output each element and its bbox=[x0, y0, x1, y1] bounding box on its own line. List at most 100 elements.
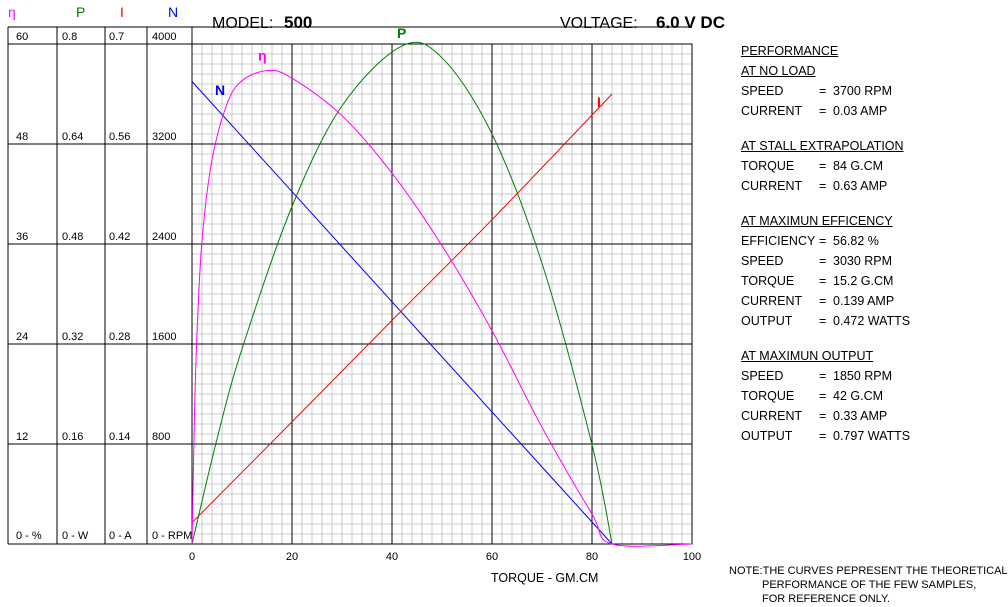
performance-key: CURRENT bbox=[741, 179, 803, 193]
performance-equals: = bbox=[819, 179, 827, 193]
performance-key: TORQUE bbox=[741, 159, 795, 173]
performance-value: 0.63 AMP bbox=[833, 179, 888, 193]
curves: N I Pη bbox=[191, 25, 693, 547]
scale-value: 4000 bbox=[152, 31, 177, 43]
performance-key: CURRENT bbox=[741, 104, 803, 118]
x-tick-label: 60 bbox=[486, 551, 498, 563]
scale-value: 0.16 bbox=[62, 431, 84, 443]
performance-equals: = bbox=[819, 274, 827, 288]
scale-value: 0 - W bbox=[62, 530, 89, 542]
scale-value: 12 bbox=[16, 431, 29, 443]
performance-key: OUTPUT bbox=[741, 314, 793, 328]
x-tick-label: 80 bbox=[586, 551, 598, 563]
performance-value: 56.82 % bbox=[833, 234, 879, 248]
performance-value: 3700 RPM bbox=[833, 84, 893, 98]
scale-value: 60 bbox=[16, 31, 29, 43]
curve-eta bbox=[191, 69, 693, 547]
performance-equals: = bbox=[819, 409, 827, 423]
performance-value: 0.03 AMP bbox=[833, 104, 888, 118]
performance-row: CURRENT = 0.03 AMP bbox=[741, 104, 887, 118]
performance-key: TORQUE bbox=[741, 389, 795, 403]
performance-row: TORQUE = 84 G.CM bbox=[741, 159, 883, 173]
performance-value: 0.139 AMP bbox=[833, 294, 895, 308]
performance-row: EFFICIENCY = 56.82 % bbox=[741, 234, 879, 248]
performance-row: TORQUE = 42 G.CM bbox=[741, 389, 883, 403]
performance-section-title: AT MAXIMUN OUTPUT bbox=[741, 349, 874, 363]
scale-header-p: P bbox=[76, 4, 86, 20]
performance-key: SPEED bbox=[741, 369, 784, 383]
scale-header-eta: η bbox=[8, 4, 16, 20]
performance-row: SPEED = 3030 RPM bbox=[741, 254, 892, 268]
performance-key: TORQUE bbox=[741, 274, 795, 288]
scale-value: 0.42 bbox=[109, 231, 131, 243]
performance-row: OUTPUT = 0.797 WATTS bbox=[741, 429, 910, 443]
performance-value: 15.2 G.CM bbox=[833, 274, 894, 288]
scale-value: 24 bbox=[16, 331, 29, 343]
curve-label-i: I bbox=[597, 94, 601, 110]
scale-value: 0.14 bbox=[109, 431, 131, 443]
performance-value: 3030 RPM bbox=[833, 254, 893, 268]
performance-row: TORQUE = 15.2 G.CM bbox=[741, 274, 893, 288]
plot-frame bbox=[191, 43, 693, 545]
performance-row: CURRENT = 0.63 AMP bbox=[741, 179, 887, 193]
performance-equals: = bbox=[819, 104, 827, 118]
performance-value: 1850 RPM bbox=[833, 369, 893, 383]
curve-label-p: P bbox=[397, 25, 406, 41]
x-axis-ticks: 0 20 40 60 80 100 bbox=[189, 551, 701, 563]
scale-value: 0.28 bbox=[109, 331, 131, 343]
curve-n bbox=[191, 81, 613, 545]
note-line: FOR REFERENCE ONLY. bbox=[762, 593, 890, 605]
performance-equals: = bbox=[819, 84, 827, 98]
performance-key: SPEED bbox=[741, 254, 784, 268]
note-line: NOTE:THE CURVES PEPRESENT THE THEORETICA… bbox=[729, 565, 1008, 577]
minor-grid bbox=[192, 44, 692, 544]
performance-equals: = bbox=[819, 389, 827, 403]
performance-row: CURRENT = 0.139 AMP bbox=[741, 294, 894, 308]
performance-value: 84 G.CM bbox=[833, 159, 884, 173]
model-label: MODEL: bbox=[212, 15, 274, 32]
x-tick-label: 100 bbox=[683, 551, 701, 563]
performance-equals: = bbox=[819, 314, 827, 328]
major-grid bbox=[7, 26, 693, 545]
scale-value: 0.32 bbox=[62, 331, 84, 343]
performance-value: 42 G.CM bbox=[833, 389, 884, 403]
performance-row: CURRENT = 0.33 AMP bbox=[741, 409, 887, 423]
scale-value: 0.7 bbox=[109, 31, 125, 43]
performance-title: PERFORMANCE bbox=[741, 44, 839, 58]
performance-row: SPEED = 1850 RPM bbox=[741, 369, 892, 383]
scale-value: 800 bbox=[152, 431, 171, 443]
x-tick-label: 0 bbox=[189, 551, 195, 563]
scale-value: 0 - A bbox=[109, 530, 132, 542]
curve-label-n: N bbox=[215, 82, 225, 98]
performance-equals: = bbox=[819, 254, 827, 268]
scale-value: 0 - % bbox=[16, 530, 42, 542]
x-tick-label: 40 bbox=[386, 551, 398, 563]
x-tick-label: 20 bbox=[286, 551, 298, 563]
performance-equals: = bbox=[819, 159, 827, 173]
scale-header-n: N bbox=[168, 4, 179, 20]
scale-value: 1600 bbox=[152, 331, 177, 343]
curve-i bbox=[191, 93, 613, 523]
scale-value: 0.56 bbox=[109, 131, 131, 143]
scale-value: 0.64 bbox=[62, 131, 84, 143]
performance-value: 0.472 WATTS bbox=[833, 314, 911, 328]
performance-equals: = bbox=[819, 294, 827, 308]
curve-label-eta: η bbox=[258, 48, 267, 64]
scale-value: 2400 bbox=[152, 231, 177, 243]
scale-header-i: I bbox=[120, 4, 124, 20]
performance-key: CURRENT bbox=[741, 294, 803, 308]
scale-value: 0 - RPM bbox=[152, 530, 193, 542]
performance-section-title: AT STALL EXTRAPOLATION bbox=[741, 139, 904, 153]
performance-key: OUTPUT bbox=[741, 429, 793, 443]
note-line: PERFORMANCE OF THE FEW SAMPLES, bbox=[762, 579, 977, 591]
voltage-label: VOLTAGE: bbox=[560, 15, 638, 32]
performance-value: 0.33 AMP bbox=[833, 409, 888, 423]
performance-equals: = bbox=[819, 234, 827, 248]
performance-key: EFFICIENCY bbox=[741, 234, 816, 248]
performance-equals: = bbox=[819, 369, 827, 383]
performance-row: SPEED = 3700 RPM bbox=[741, 84, 892, 98]
scale-value: 36 bbox=[16, 231, 29, 243]
performance-row: OUTPUT = 0.472 WATTS bbox=[741, 314, 910, 328]
